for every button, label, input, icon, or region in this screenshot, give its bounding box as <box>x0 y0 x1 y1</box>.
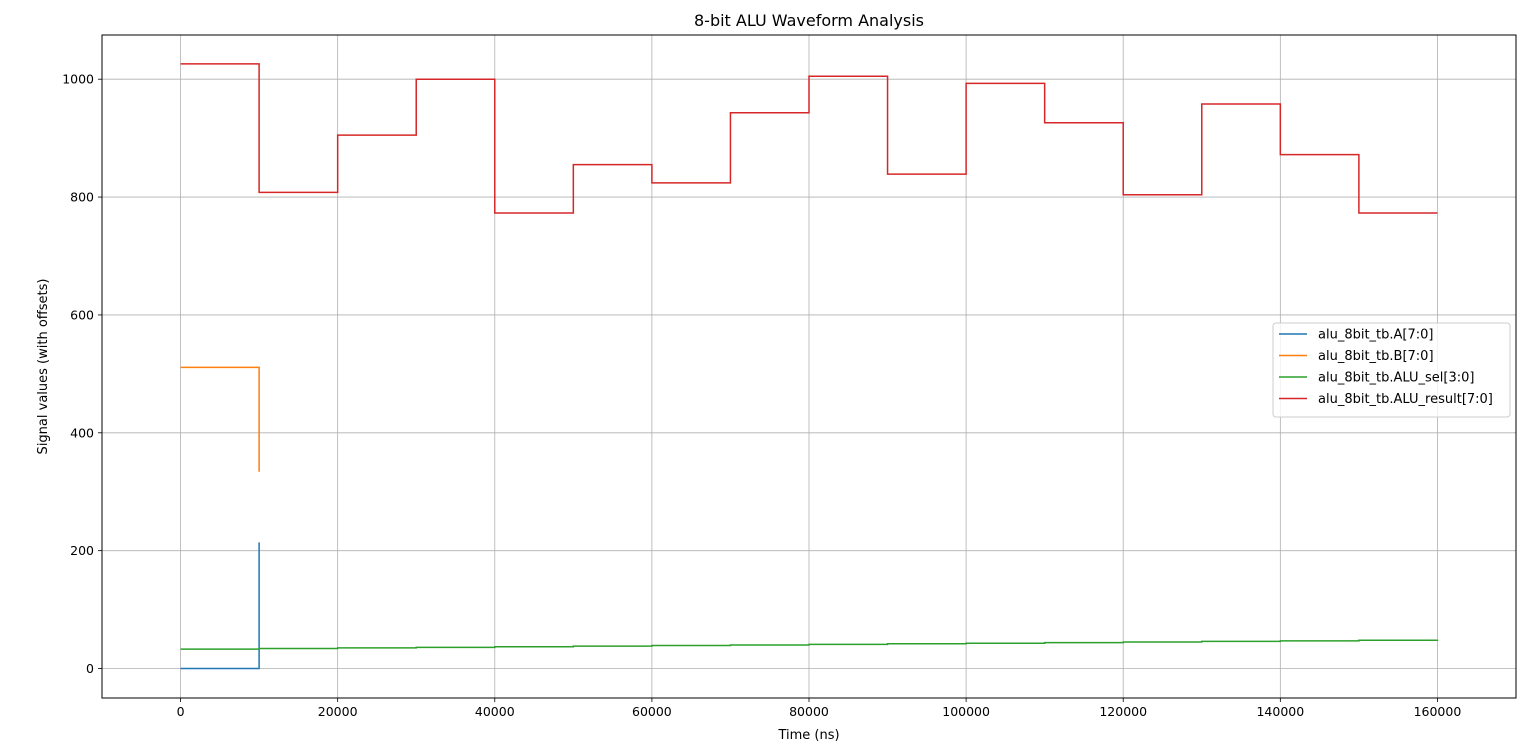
x-tick-label: 60000 <box>632 704 672 719</box>
x-tick-label: 140000 <box>1256 704 1304 719</box>
y-tick-label: 200 <box>70 543 94 558</box>
legend-box <box>1272 322 1511 418</box>
y-axis: 0 200 400 600 800 1000 <box>62 72 102 676</box>
y-axis-label: Signal values (with offsets) <box>36 279 51 455</box>
y-tick-label: 0 <box>86 661 94 676</box>
series-layer <box>180 63 1439 670</box>
x-axis: 0 20000 40000 60000 80000 100000 120000 140000 1… <box>177 698 1462 719</box>
chart-title: 8-bit ALU Waveform Analysis <box>694 11 924 30</box>
x-tick-label: 20000 <box>318 704 358 719</box>
x-tick-label: 80000 <box>789 704 829 719</box>
legend-label: alu_8bit_tb.B[7:0] <box>1318 349 1434 364</box>
x-tick-label: 40000 <box>475 704 515 719</box>
series-line-alu-8bit-tb-alu-result-7-0 <box>180 63 1438 214</box>
legend-label: alu_8bit_tb.A[7:0] <box>1318 328 1434 343</box>
series-line-alu-8bit-tb-alu-sel-3-0 <box>180 639 1439 650</box>
x-axis-label: Time (ns) <box>777 728 839 743</box>
x-tick-label: 120000 <box>1099 704 1147 719</box>
legend-label: alu_8bit_tb.ALU_result[7:0] <box>1318 392 1493 407</box>
x-tick-label: 0 <box>177 704 185 719</box>
series-line-alu-8bit-tb-b-7-0 <box>180 366 260 472</box>
legend-label: alu_8bit_tb.ALU_sel[3:0] <box>1318 371 1474 386</box>
y-tick-label: 600 <box>70 307 94 322</box>
series-line-alu-8bit-tb-a-7-0 <box>180 542 260 670</box>
y-tick-label: 1000 <box>62 72 94 87</box>
x-tick-label: 100000 <box>942 704 990 719</box>
y-tick-label: 400 <box>70 425 94 440</box>
y-tick-label: 800 <box>70 190 94 205</box>
legend: alu_8bit_tb.A[7:0] alu_8bit_tb.B[7:0] alu_… <box>1272 322 1511 418</box>
x-tick-label: 160000 <box>1414 704 1462 719</box>
